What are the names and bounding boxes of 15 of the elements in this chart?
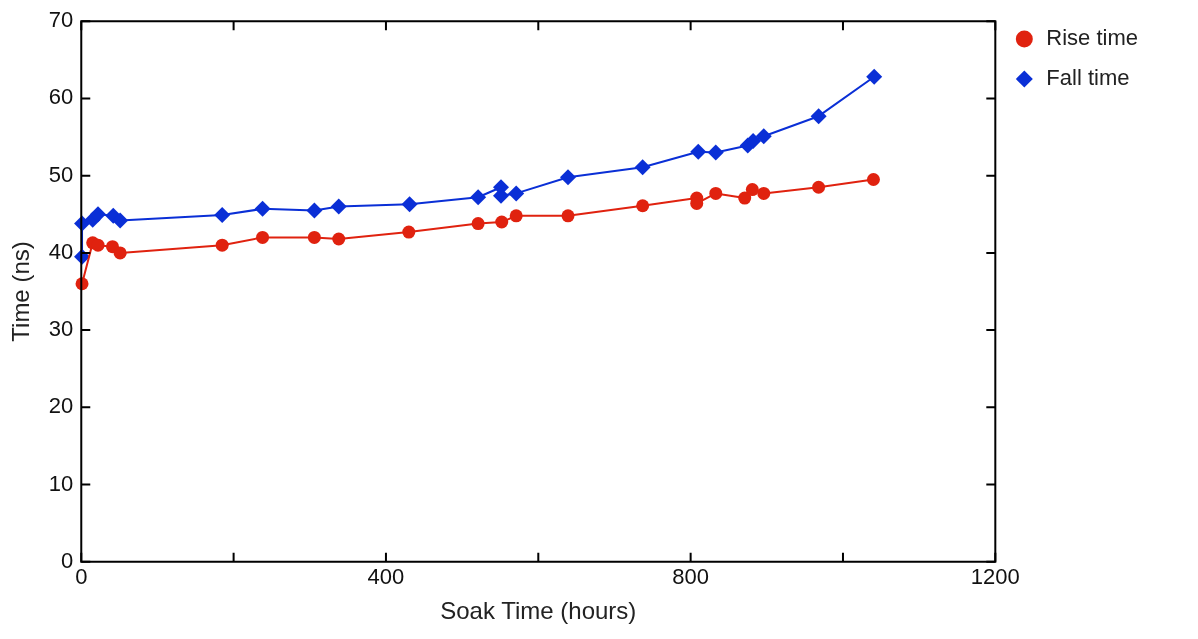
y-tick-label: 10: [48, 470, 74, 496]
y-axis-title: Time (ns): [7, 241, 35, 342]
y-tick-label: 20: [48, 393, 74, 419]
legend-label: Fall time: [1046, 65, 1130, 91]
y-tick-label: 40: [48, 238, 74, 264]
x-axis-title: Soak Time (hours): [440, 597, 637, 625]
y-tick-label: 70: [48, 7, 74, 33]
x-tick-label: 1200: [970, 564, 1020, 590]
y-tick-label: 50: [48, 161, 74, 187]
y-tick-label: 30: [48, 316, 74, 342]
legend-label: Rise time: [1046, 25, 1138, 51]
y-tick-label: 0: [61, 547, 74, 573]
x-tick-label: 400: [367, 564, 405, 590]
x-tick-label: 800: [672, 564, 709, 590]
y-tick-label: 60: [48, 84, 74, 110]
